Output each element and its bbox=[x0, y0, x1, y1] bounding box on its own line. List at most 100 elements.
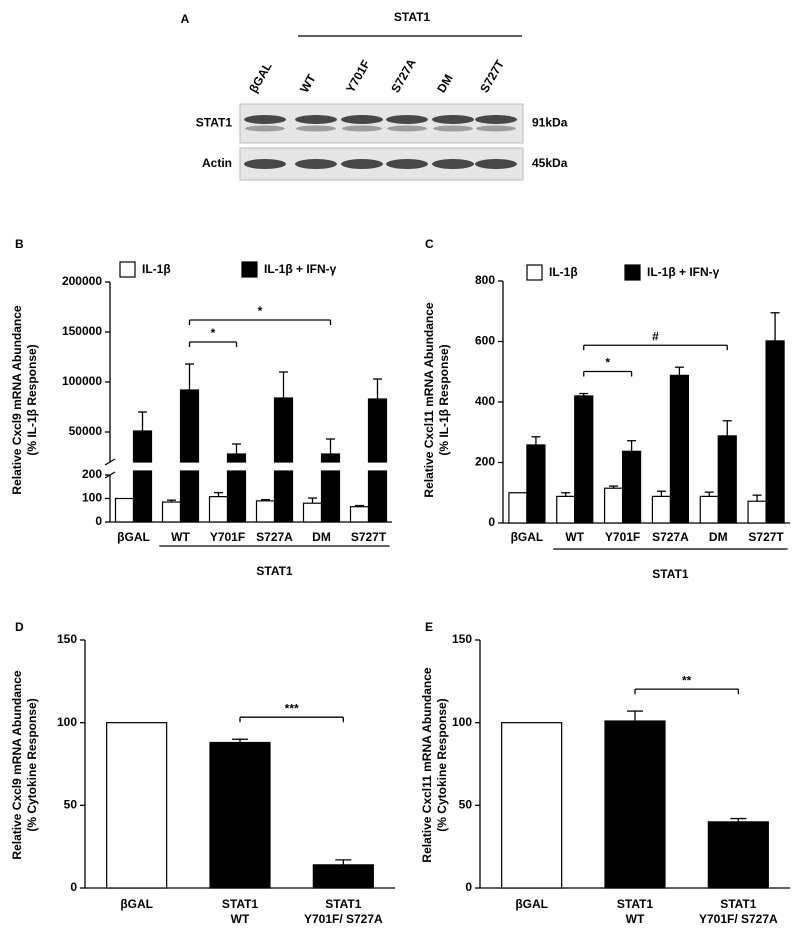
x-tick-label: WT bbox=[626, 912, 645, 926]
band bbox=[475, 159, 517, 169]
bar bbox=[209, 741, 271, 889]
panel-letter: A bbox=[181, 12, 190, 26]
bar bbox=[574, 395, 594, 524]
panel-letter: B bbox=[15, 237, 24, 251]
y-tick-label: 100 bbox=[57, 715, 77, 729]
band bbox=[244, 159, 286, 169]
lane-label: Y701F bbox=[343, 57, 373, 95]
sig-label: * bbox=[605, 356, 610, 370]
x-tick-label: S727T bbox=[748, 530, 784, 544]
y-tick-label: 0 bbox=[95, 514, 102, 528]
bar bbox=[501, 722, 563, 889]
x-tick-label: DM bbox=[709, 530, 728, 544]
y-axis-label: (% Cytokine Response) bbox=[25, 698, 39, 831]
bar bbox=[603, 487, 624, 524]
y-axis-label: Relative Cxcl9 mRNA Abundance bbox=[10, 670, 24, 859]
bar bbox=[765, 340, 785, 524]
y-tick-label: 200 bbox=[82, 467, 102, 481]
x-tick-label: Y701F/ S727A bbox=[699, 912, 778, 926]
band bbox=[295, 159, 337, 169]
sig-label: * bbox=[258, 304, 263, 318]
y-tick-label: 200 bbox=[475, 455, 495, 469]
legend-swatch bbox=[624, 264, 641, 281]
sig-label: *** bbox=[285, 701, 299, 715]
bar bbox=[747, 500, 767, 524]
sig-label: * bbox=[211, 326, 216, 340]
lane-label: S727A bbox=[388, 56, 419, 95]
legend-swatch bbox=[526, 264, 543, 281]
bar bbox=[604, 720, 666, 889]
x-tick-label: DM bbox=[312, 530, 331, 544]
x-tick-label: WT bbox=[171, 530, 190, 544]
x-tick-label: Y701F bbox=[605, 530, 640, 544]
band bbox=[386, 159, 428, 169]
band bbox=[296, 125, 336, 132]
panel-letter: C bbox=[425, 237, 434, 251]
band bbox=[476, 125, 516, 132]
bar bbox=[556, 495, 576, 524]
band bbox=[245, 125, 285, 132]
bar bbox=[132, 430, 153, 463]
bar bbox=[621, 450, 642, 524]
band bbox=[341, 115, 383, 124]
bar bbox=[273, 397, 294, 463]
bar bbox=[226, 453, 247, 463]
bar bbox=[226, 470, 247, 523]
bar bbox=[179, 470, 200, 523]
axis-break bbox=[104, 471, 116, 479]
band bbox=[386, 115, 428, 124]
y-tick-label: 100 bbox=[82, 491, 102, 505]
bar bbox=[302, 502, 323, 523]
x-tick-label: STAT1 bbox=[222, 897, 259, 911]
size-label: 45kDa bbox=[532, 156, 568, 170]
y-tick-label: 150 bbox=[452, 632, 472, 646]
y-axis-label: (% Cytokine Response) bbox=[435, 698, 449, 831]
bar bbox=[707, 821, 769, 889]
size-label: 91kDa bbox=[532, 116, 568, 130]
y-tick-label: 0 bbox=[488, 515, 495, 529]
y-axis-label: Relative Cxcl11 mRNA Abundance bbox=[422, 302, 436, 498]
band bbox=[342, 125, 382, 132]
bar bbox=[651, 495, 672, 524]
bar bbox=[161, 501, 182, 523]
axis-break bbox=[104, 458, 116, 466]
x-tick-label: WT bbox=[565, 530, 584, 544]
legend-swatch bbox=[119, 261, 136, 278]
bar bbox=[320, 453, 341, 463]
bar bbox=[106, 722, 168, 889]
bar bbox=[717, 435, 737, 524]
bar bbox=[367, 470, 388, 523]
legend-label: IL-1β bbox=[549, 265, 578, 279]
y-tick-label: 100 bbox=[452, 715, 472, 729]
panel-letter: E bbox=[425, 620, 433, 634]
bar bbox=[273, 470, 294, 523]
bar bbox=[526, 444, 546, 524]
blot bbox=[239, 103, 524, 144]
lane-label: WT bbox=[297, 71, 319, 95]
legend-label: IL-1β bbox=[142, 262, 171, 276]
bar bbox=[349, 506, 370, 523]
y-axis-label: Relative Cxcl9 mRNA Abundance bbox=[10, 305, 24, 494]
sig-label: ** bbox=[682, 673, 692, 687]
bar bbox=[699, 495, 719, 524]
x-tick-label: S727T bbox=[351, 530, 387, 544]
band bbox=[295, 115, 337, 124]
bar bbox=[255, 500, 276, 523]
band bbox=[244, 115, 286, 124]
band bbox=[341, 159, 383, 169]
y-tick-label: 50 bbox=[64, 798, 78, 812]
group-label: STAT1 bbox=[256, 564, 293, 578]
legend-label: IL-1β + IFN-γ bbox=[264, 262, 337, 276]
y-tick-label: 800 bbox=[475, 273, 495, 287]
x-tick-label: βGAL bbox=[120, 897, 153, 911]
y-tick-label: 0 bbox=[465, 880, 472, 894]
bar bbox=[669, 374, 690, 524]
bar bbox=[179, 389, 200, 463]
sig-label: # bbox=[652, 329, 659, 343]
lane-label: S727T bbox=[477, 57, 507, 95]
bar bbox=[312, 864, 374, 889]
bar bbox=[320, 470, 341, 523]
y-tick-label: 200000 bbox=[62, 274, 102, 288]
x-tick-label: STAT1 bbox=[720, 897, 757, 911]
